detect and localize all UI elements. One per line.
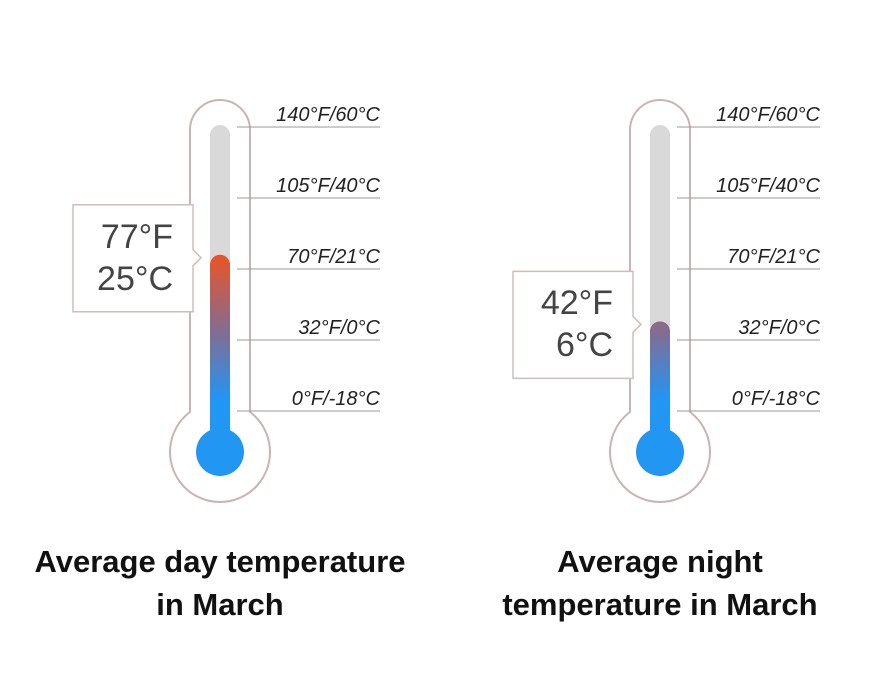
tick-label: 105°F/40°C: [276, 175, 380, 197]
bulb: [196, 428, 244, 476]
tick-label: 70°F/21°C: [287, 246, 380, 268]
tick-label: 0°F/-18°C: [732, 388, 821, 410]
callout-box: [512, 270, 643, 380]
chart-title: Average day temperature in March: [34, 544, 406, 622]
mercury: [210, 254, 230, 452]
tick-label: 140°F/60°C: [716, 104, 820, 126]
bulb: [636, 428, 684, 476]
tick-label: 32°F/0°C: [738, 317, 820, 339]
mercury: [650, 321, 670, 452]
value-label: 42°F 6°C: [540, 284, 613, 365]
tick-label: 0°F/-18°C: [292, 388, 381, 410]
tick-label: 70°F/21°C: [727, 246, 820, 268]
tick-label: 105°F/40°C: [716, 175, 820, 197]
tick-label: 32°F/0°C: [298, 317, 380, 339]
chart-title: Average night temperature in March: [502, 544, 818, 622]
tick-label: 140°F/60°C: [276, 104, 380, 126]
value-label: 77°F 25°C: [97, 217, 173, 298]
callout-box: [72, 204, 203, 313]
